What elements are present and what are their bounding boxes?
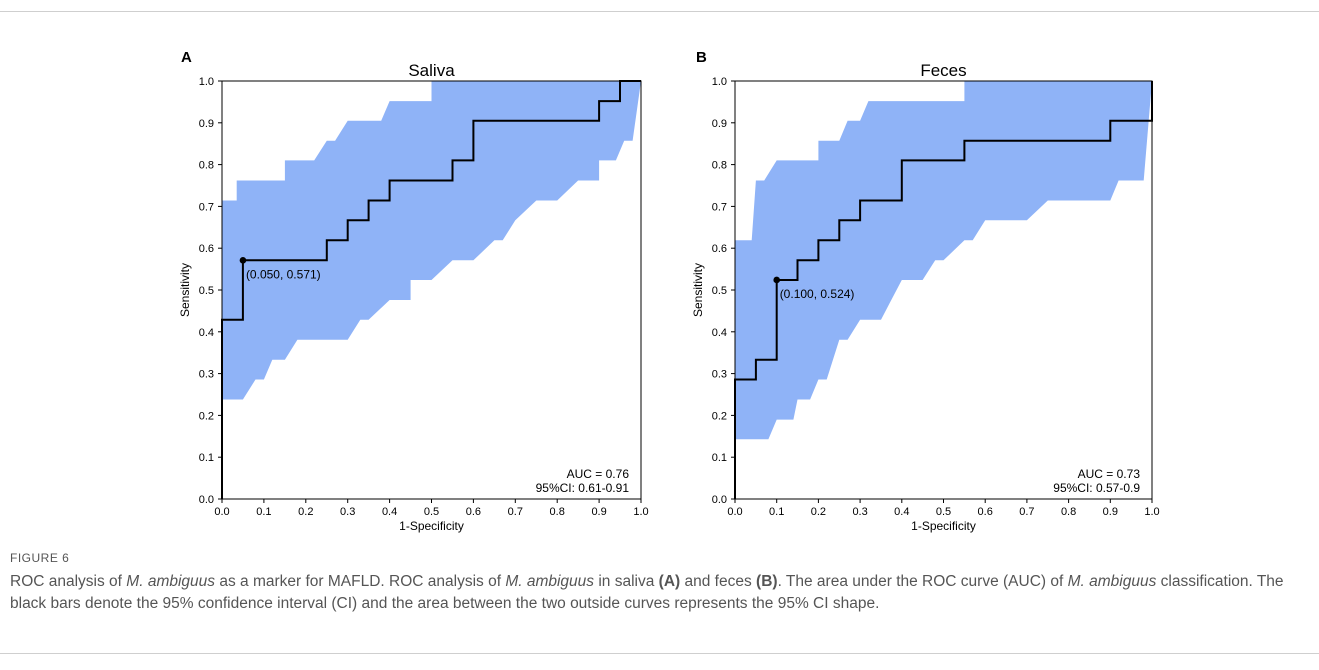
x-tick-label: 0.8 (550, 506, 565, 518)
y-tick-label: 0.3 (199, 369, 214, 381)
optimal-point-label: (0.050, 0.571) (246, 267, 321, 281)
x-tick-label: 0.1 (769, 506, 784, 518)
panel-b-feces: 0.0 0.1 0.2 0.3 0.4 0.5 0.6 0.7 0.8 0.9 1.0 0.0 0.1 0… (691, 49, 1160, 533)
x-tick-label: 0.5 (936, 506, 951, 518)
y-tick-label: 0.2 (712, 410, 727, 422)
y-tick-label: 0.4 (712, 327, 727, 339)
y-tick-label: 0.7 (199, 201, 214, 213)
y-tick-label: 0.8 (199, 160, 214, 172)
panel-title: Feces (920, 61, 966, 80)
y-axis-label: Sensitivity (178, 263, 192, 317)
x-tick-label: 0.9 (1103, 506, 1118, 518)
x-tick-label: 0.2 (298, 506, 313, 518)
y-tick-label: 0.0 (199, 494, 214, 506)
y-tick-label: 0.1 (199, 452, 214, 464)
x-tick-label: 0.0 (214, 506, 229, 518)
y-tick-label: 0.5 (199, 285, 214, 297)
x-tick-label: 0.0 (727, 506, 742, 518)
species-name: M. ambiguus (1067, 573, 1157, 590)
y-tick-label: 0.2 (199, 410, 214, 422)
top-rule (0, 11, 1319, 12)
species-name: M. ambiguus (505, 573, 595, 590)
x-tick-label: 0.5 (424, 506, 439, 518)
panel-a-saliva: 0.0 0.1 0.2 0.3 0.4 0.5 0.6 0.7 0.8 0.9 1.0 0.0 0.1 0… (178, 49, 649, 533)
y-tick-label: 1.0 (712, 76, 727, 88)
x-tick-label: 1.0 (1144, 506, 1159, 518)
auc-ci-label: 95%CI: 0.57-0.9 (1053, 481, 1140, 495)
y-tick-label: 0.3 (712, 369, 727, 381)
figure-label: FIGURE 6 (10, 551, 70, 565)
y-axis-label: Sensitivity (691, 263, 705, 317)
y-tick-label: 0.5 (712, 285, 727, 297)
y-tick-label: 0.7 (712, 201, 727, 213)
optimal-point-label: (0.100, 0.524) (780, 287, 855, 301)
y-tick-label: 0.8 (712, 160, 727, 172)
x-tick-label: 0.3 (340, 506, 355, 518)
panel-title: Saliva (408, 61, 455, 80)
x-tick-label: 0.3 (852, 506, 867, 518)
x-tick-label: 0.7 (1019, 506, 1034, 518)
panel-letter: A (181, 49, 192, 66)
roc-curve (734, 81, 1153, 499)
x-tick-label: 0.6 (466, 506, 481, 518)
caption-text: ROC analysis of M. ambiguus as a marker … (10, 573, 1284, 612)
x-axis-label: 1-Specificity (911, 519, 976, 533)
y-tick-label: 0.6 (199, 243, 214, 255)
panel-b-ref: (B) (756, 573, 778, 590)
auc-label: AUC = 0.76 (567, 467, 630, 481)
x-tick-label: 0.6 (978, 506, 993, 518)
y-tick-label: 0.9 (199, 118, 214, 130)
auc-ci-label: 95%CI: 0.61-0.91 (536, 481, 630, 495)
y-tick-label: 0.4 (199, 327, 214, 339)
y-tick-label: 0.9 (712, 118, 727, 130)
y-tick-label: 0.1 (712, 452, 727, 464)
x-tick-label: 0.4 (382, 506, 397, 518)
x-tick-label: 0.1 (256, 506, 271, 518)
x-tick-label: 0.8 (1061, 506, 1076, 518)
ci-band (222, 81, 641, 400)
x-tick-label: 1.0 (633, 506, 648, 518)
optimal-point (773, 276, 780, 284)
figure-caption: FIGURE 6 ROC analysis of M. ambiguus as … (10, 551, 1300, 615)
x-tick-label: 0.9 (591, 506, 606, 518)
y-tick-label: 0.6 (712, 243, 727, 255)
bottom-rule (0, 653, 1319, 654)
x-axis-label: 1-Specificity (399, 519, 464, 533)
ci-band (735, 81, 1152, 440)
roc-figure: 0.0 0.1 0.2 0.3 0.4 0.5 0.6 0.7 0.8 0.9 1.0 0.0 0.1 0… (178, 49, 1160, 533)
x-tick-label: 0.7 (508, 506, 523, 518)
species-name: M. ambiguus (126, 573, 216, 590)
auc-label: AUC = 0.73 (1078, 467, 1141, 481)
x-tick-label: 0.2 (811, 506, 826, 518)
y-tick-label: 1.0 (199, 76, 214, 88)
panel-letter: B (696, 49, 707, 66)
panel-a-ref: (A) (658, 573, 681, 590)
x-tick-label: 0.4 (894, 506, 909, 518)
optimal-point (239, 257, 247, 264)
y-tick-label: 0.0 (712, 494, 727, 506)
roc-curve (221, 80, 641, 499)
